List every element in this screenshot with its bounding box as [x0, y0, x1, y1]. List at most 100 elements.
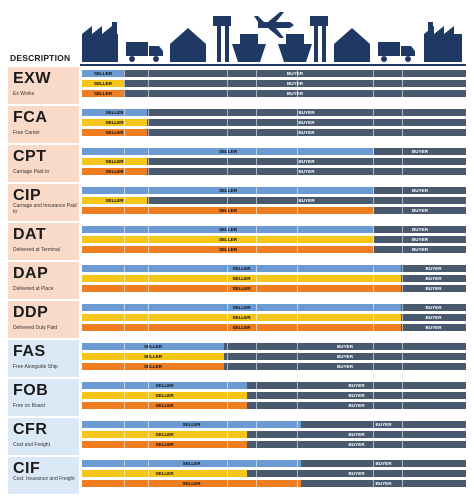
logistics-icons-strip [82, 12, 462, 62]
seller-bar: SELLER [82, 441, 247, 448]
term-full-name: Ex Works [13, 91, 35, 97]
buyer-bar: BUYER [401, 275, 466, 282]
seller-bar: SELLER [82, 148, 374, 155]
seller-bar: SELLER [82, 80, 124, 87]
term-code: CPT [13, 148, 47, 165]
buyer-bar: BUYER [374, 226, 466, 233]
seller-bar: SELLER [82, 314, 401, 321]
buyer-bar: BUYER [374, 246, 466, 253]
term-full-name: Delivered at Terminal [13, 247, 60, 253]
seller-bar: SELLER [82, 460, 301, 467]
description-header: DESCRIPTION [10, 53, 71, 63]
truck-icon [378, 42, 415, 62]
term-fob: FOB Free on Board [8, 379, 79, 416]
buyer-bar: BUYER [224, 343, 466, 350]
buyer-bar: BUYER [401, 314, 466, 321]
buyer-bar: BUYER [247, 431, 466, 438]
buyer-bar: BUYER [147, 168, 466, 175]
term-fca: FCA Free Carrier [8, 106, 79, 143]
seller-bar: SELLER [82, 402, 247, 409]
buyer-bar: BUYER [147, 119, 466, 126]
factory-icon [424, 22, 462, 62]
buyer-bar: BUYER [374, 148, 466, 155]
term-code: CIP [13, 187, 42, 204]
seller-bar: SELLER [82, 285, 401, 292]
term-cfr: CFR Cost and Freight [8, 418, 79, 455]
buyer-bar: BUYER [301, 480, 466, 487]
port-crane-icon [310, 16, 328, 62]
term-full-name: Carriage and Insurance Paid to [13, 203, 77, 215]
term-cip: CIP Carriage and Insurance Paid to [8, 184, 79, 221]
term-full-name: Cost and Freight [13, 442, 50, 448]
term-full-name: Cost, Insurance and Freight [13, 476, 75, 482]
seller-bar: SELLER [82, 207, 374, 214]
seller-bar: SELLER [82, 109, 147, 116]
seller-bar: SELLER [82, 392, 247, 399]
warehouse-icon [334, 28, 370, 62]
term-full-name: Carriage Paid to [13, 169, 50, 175]
buyer-bar: BUYER [147, 109, 466, 116]
buyer-bar: BUYER [401, 265, 466, 272]
stage-divider [124, 66, 125, 496]
stage-divider [402, 66, 403, 496]
buyer-bar: BUYER [401, 285, 466, 292]
port-crane-icon [213, 16, 231, 62]
term-code: DAP [13, 265, 49, 282]
seller-bar: SELLER [82, 236, 374, 243]
buyer-bar: BUYER [124, 90, 466, 97]
term-code: CFR [13, 421, 48, 438]
buyer-bar: BUYER [224, 363, 466, 370]
term-cif: CIF Cost, Insurance and Freight [8, 457, 79, 494]
term-code: FOB [13, 382, 49, 399]
buyer-bar: BUYER [301, 421, 466, 428]
term-dap: DAP Delivered at Place [8, 262, 79, 299]
buyer-bar: BUYER [374, 236, 466, 243]
term-full-name: Free Alongside Ship [13, 364, 58, 370]
seller-bar: SELLER [82, 119, 147, 126]
seller-bar: SELLER [82, 90, 124, 97]
seller-bar: SELLER [82, 470, 247, 477]
ship-icon [232, 34, 266, 62]
term-full-name: Delivered at Place [13, 286, 54, 292]
term-code: CIF [13, 460, 41, 477]
seller-bar: SELLER [82, 197, 147, 204]
term-ddp: DDP Delivered Duty Paid [8, 301, 79, 338]
buyer-bar: BUYER [124, 70, 466, 77]
seller-bar: SELLER [82, 480, 301, 487]
seller-bar: SELLER [82, 158, 147, 165]
buyer-bar: BUYER [374, 187, 466, 194]
term-cpt: CPT Carriage Paid to [8, 145, 79, 182]
buyer-bar: BUYER [401, 304, 466, 311]
buyer-bar: BUYER [247, 392, 466, 399]
buyer-bar: BUYER [374, 207, 466, 214]
stage-divider [297, 66, 298, 496]
airplane-icon [254, 12, 294, 38]
seller-bar: SELLER [82, 343, 224, 350]
buyer-bar: BUYER [147, 158, 466, 165]
seller-bar: SELLER [82, 168, 147, 175]
seller-bar: SELLER [82, 421, 301, 428]
seller-bar: SELLER [82, 275, 401, 282]
term-code: FCA [13, 109, 48, 126]
term-code: FAS [13, 343, 46, 360]
buyer-bar: BUYER [247, 470, 466, 477]
term-fas: FAS Free Alongside Ship [8, 340, 79, 377]
stage-divider [148, 66, 149, 496]
seller-bar: SELLER [82, 226, 374, 233]
term-code: DAT [13, 226, 47, 243]
seller-bar: SELLER [82, 129, 147, 136]
buyer-bar: BUYER [301, 460, 466, 467]
ship-icon [278, 34, 312, 62]
buyer-bar: BUYER [147, 197, 466, 204]
term-code: DDP [13, 304, 49, 321]
term-full-name: Free on Board [13, 403, 45, 409]
seller-bar: SELLER [82, 265, 401, 272]
term-full-name: Free Carrier [13, 130, 40, 136]
term-code: EXW [13, 70, 51, 87]
buyer-bar: BUYER [124, 80, 466, 87]
term-dat: DAT Delivered at Terminal [8, 223, 79, 260]
stage-divider [227, 66, 228, 496]
buyer-bar: BUYER [147, 129, 466, 136]
buyer-bar: BUYER [224, 353, 466, 360]
stage-divider [256, 66, 257, 496]
